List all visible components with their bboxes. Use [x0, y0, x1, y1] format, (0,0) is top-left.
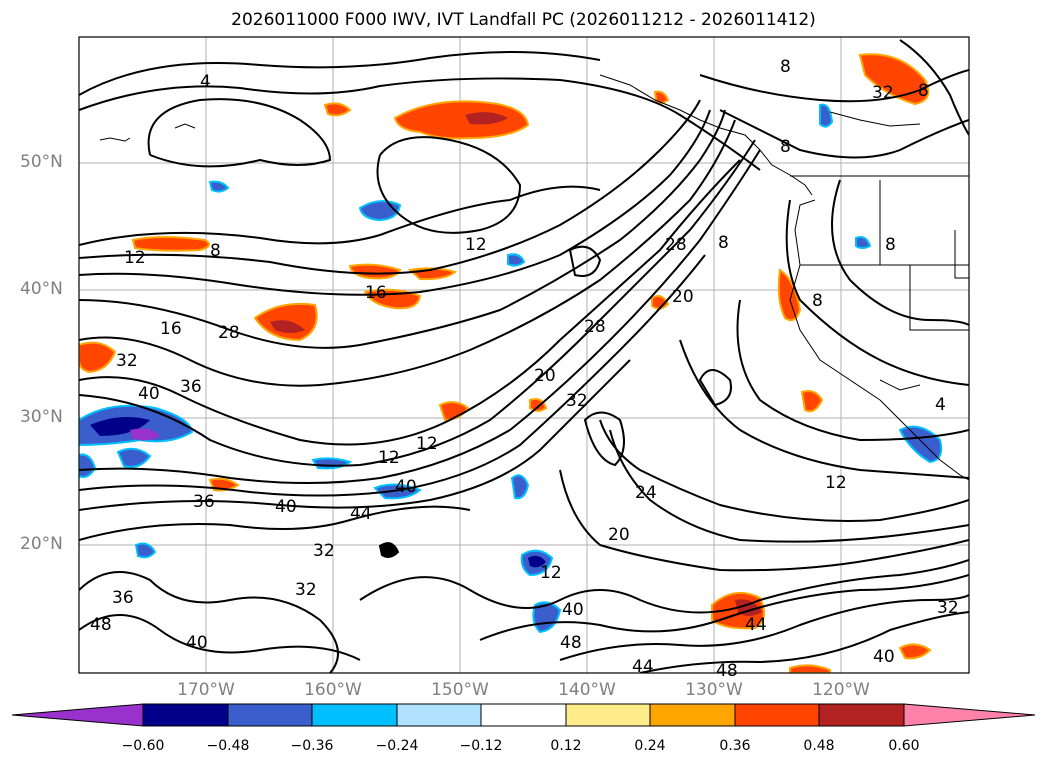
contour-label: 24 — [635, 483, 657, 503]
lat-label-30n: 30°N — [20, 407, 63, 427]
colorbar-tick: −0.12 — [459, 738, 503, 754]
contour-label: 32 — [295, 580, 317, 600]
lat-label-50n: 50°N — [20, 152, 63, 172]
contour-label: 32 — [937, 598, 959, 618]
contour-label: 36 — [193, 492, 215, 512]
colorbar-tick: 0.60 — [888, 738, 920, 754]
map-frame — [78, 36, 970, 674]
contour-label: 12 — [416, 434, 438, 454]
colorbar-tick: −0.36 — [290, 738, 334, 754]
contour-label: 44 — [350, 504, 372, 524]
colorbar-tick: 0.12 — [550, 738, 582, 754]
contour-label: 48 — [716, 661, 738, 681]
contour-label: 4 — [200, 72, 211, 92]
positive-anomaly-regions — [79, 53, 932, 673]
contour-label: 40 — [186, 633, 208, 653]
colorbar-extend-low — [11, 703, 144, 727]
contour-label: 12 — [540, 563, 562, 583]
colorbar-tick: −0.60 — [121, 738, 165, 754]
contour-label: 36 — [180, 377, 202, 397]
contour-label: 8 — [780, 137, 791, 157]
contour-label: 12 — [378, 448, 400, 468]
map-title: 2026011000 F000 IWV, IVT Landfall PC (20… — [231, 10, 816, 30]
contour-label: 28 — [218, 323, 240, 343]
contour-label: 20 — [534, 366, 556, 386]
contour-label: 36 — [112, 588, 134, 608]
contour-label: 28 — [584, 317, 606, 337]
contour-label: 40 — [395, 477, 417, 497]
contour-label: 12 — [124, 248, 146, 268]
lat-label-40n: 40°N — [20, 279, 63, 299]
contour-label: 16 — [365, 283, 387, 303]
lon-label-160w: 160°W — [304, 680, 362, 700]
contour-label: 32 — [566, 391, 588, 411]
contour-label: 40 — [275, 497, 297, 517]
contour-label: 8 — [918, 81, 929, 101]
contour-label: 20 — [608, 525, 630, 545]
contour-label: 8 — [210, 241, 221, 261]
colorbar — [11, 703, 1036, 727]
contour-label: 12 — [465, 235, 487, 255]
contour-labels: 4 8 12 16 16 28 32 40 36 12 12 12 40 40 … — [90, 57, 959, 681]
lon-label-120w: 120°W — [812, 680, 870, 700]
colorbar-tick: −0.24 — [375, 738, 419, 754]
contour-label: 48 — [560, 633, 582, 653]
coastlines — [99, 74, 969, 481]
contour-label: 8 — [885, 235, 896, 255]
contour-label: 8 — [812, 291, 823, 311]
contour-label: 32 — [116, 351, 138, 371]
contour-label: 44 — [632, 657, 654, 677]
lon-label-130w: 130°W — [685, 680, 743, 700]
contour-label: 28 — [665, 235, 687, 255]
colorbar-tick: 0.48 — [803, 738, 835, 754]
contour-label: 32 — [313, 541, 335, 561]
lat-label-20n: 20°N — [20, 534, 63, 554]
lon-label-140w: 140°W — [558, 680, 616, 700]
contour-label: 4 — [935, 395, 946, 415]
contour-label: 20 — [672, 287, 694, 307]
colorbar-extend-high — [903, 703, 1036, 727]
map-field — [79, 37, 969, 673]
colorbar-tick: 0.24 — [634, 738, 666, 754]
contour-label: 40 — [138, 384, 160, 404]
contour-label: 48 — [90, 615, 112, 635]
iwv-contours — [79, 39, 969, 673]
lon-label-150w: 150°W — [431, 680, 489, 700]
contour-label: 8 — [780, 57, 791, 77]
contour-label: 8 — [718, 233, 729, 253]
contour-label: 44 — [745, 615, 767, 635]
lon-label-170w: 170°W — [177, 680, 235, 700]
colorbar-tick: 0.36 — [719, 738, 751, 754]
contour-label: 40 — [873, 647, 895, 667]
contour-label: 40 — [562, 600, 584, 620]
colorbar-tick: −0.48 — [206, 738, 250, 754]
contour-label: 16 — [160, 319, 182, 339]
contour-label: 32 — [872, 83, 894, 103]
contour-label: 12 — [825, 473, 847, 493]
